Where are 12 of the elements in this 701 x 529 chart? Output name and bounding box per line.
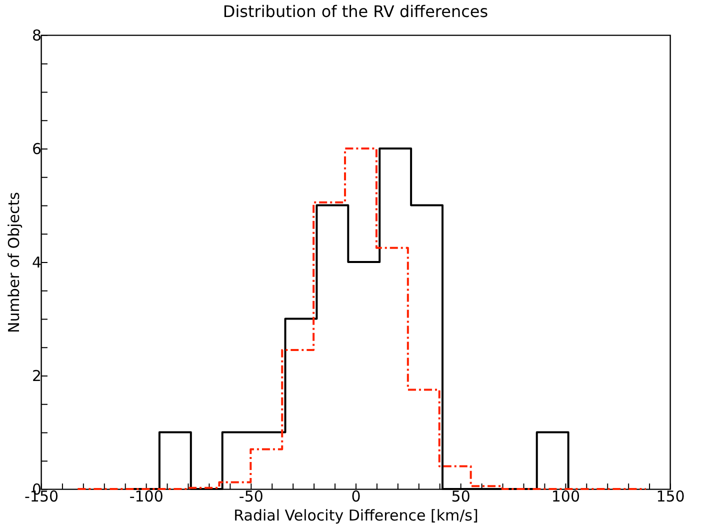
- y-tick-label: 6: [32, 140, 42, 158]
- x-tick-label: -100: [129, 488, 164, 506]
- x-tick-label: -50: [238, 488, 264, 506]
- y-tick-label: 2: [32, 367, 42, 385]
- x-tick-label: 50: [451, 488, 470, 506]
- x-tick-label: 100: [551, 488, 580, 506]
- y-tick-label: 8: [32, 26, 42, 44]
- x-tick-label: 150: [656, 488, 685, 506]
- x-axis-title: Radial Velocity Difference [km/s]: [234, 506, 478, 524]
- chart-title: Distribution of the RV differences: [222, 2, 488, 21]
- x-tick-label: 0: [351, 488, 361, 506]
- y-axis-title: Number of Objects: [4, 192, 23, 333]
